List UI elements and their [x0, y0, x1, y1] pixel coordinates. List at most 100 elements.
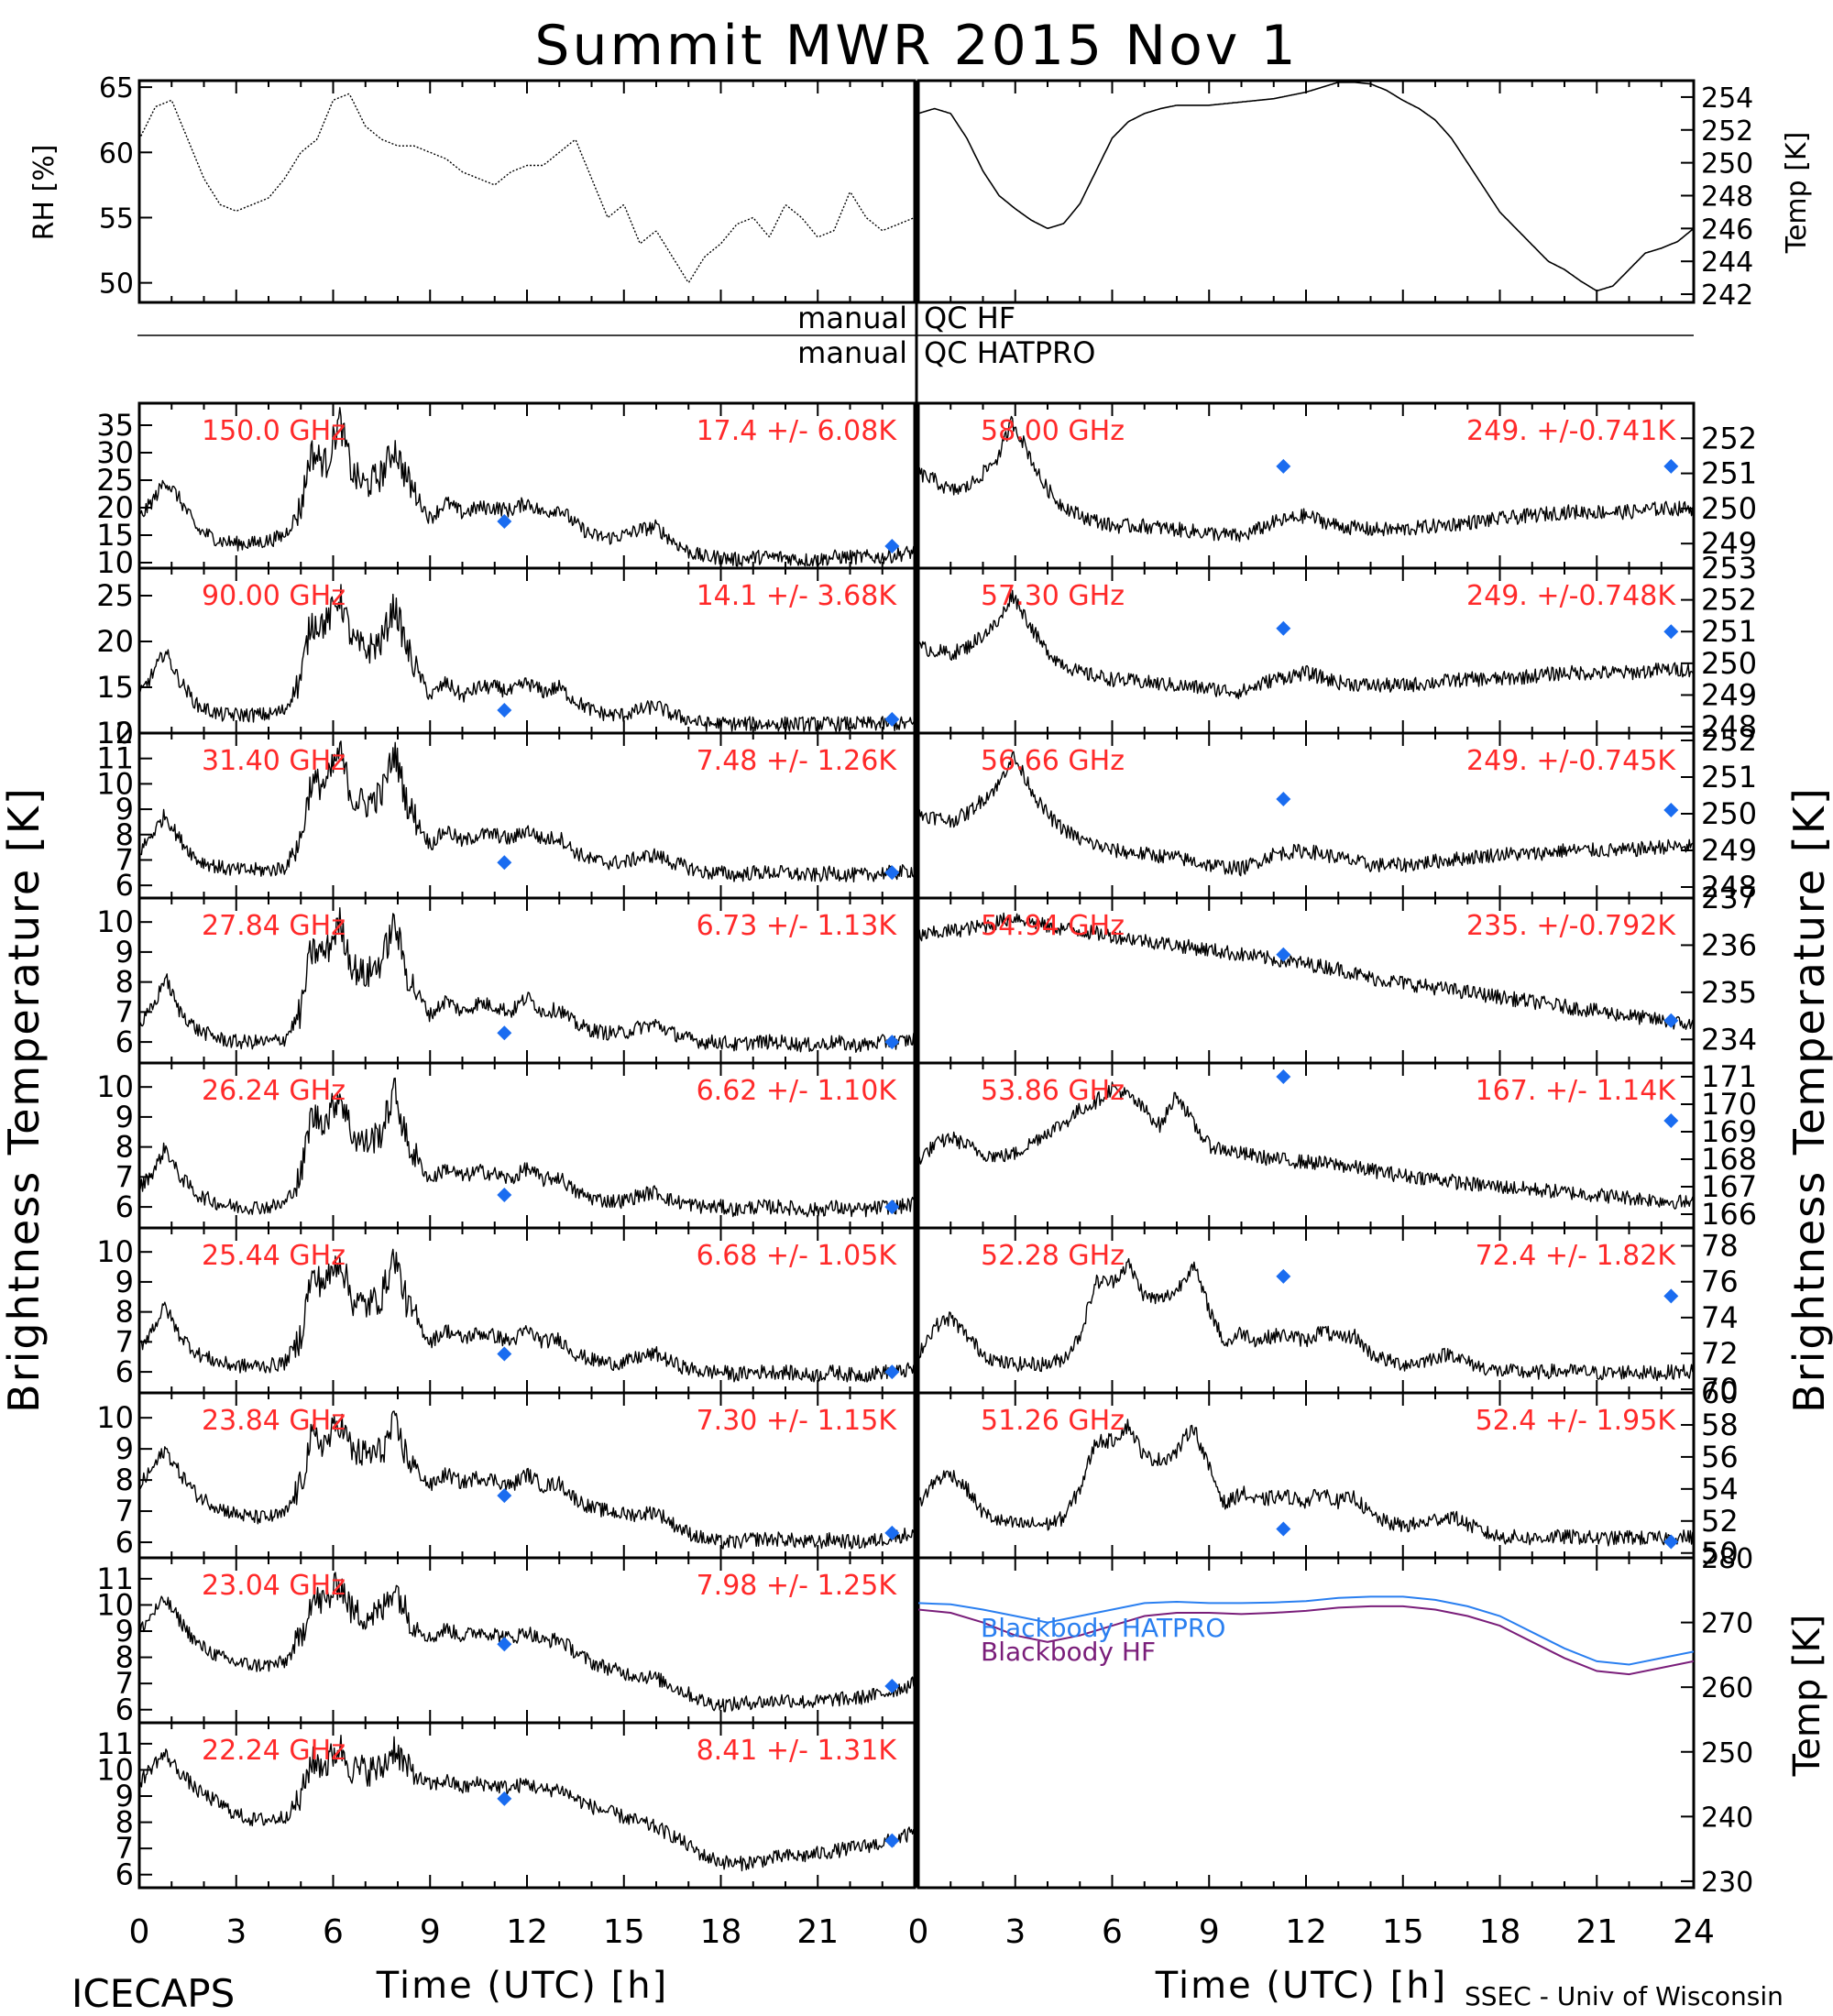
stats-label: 249. +/-0.741K	[1466, 415, 1676, 447]
y-tick-label: 252	[1701, 583, 1757, 618]
y-tick-label: 6	[115, 1857, 134, 1892]
trace-line	[139, 93, 915, 283]
y-tick-label: 250	[1701, 796, 1757, 831]
y-tick-label: 7	[115, 1159, 134, 1194]
stats-label: 72.4 +/- 1.82K	[1476, 1240, 1677, 1272]
y-tick-label: 10	[96, 904, 134, 939]
trace-line	[139, 1248, 915, 1383]
y-tick-label: 169	[1701, 1114, 1757, 1149]
y-tick-label: 72	[1701, 1336, 1739, 1371]
y-tick-label: 250	[1701, 1737, 1753, 1769]
y-tick-label: 11	[96, 1561, 134, 1596]
qc-hatpro-right: QC HATPRO	[924, 335, 1095, 370]
y-tick-label: 260	[1701, 1672, 1753, 1704]
y-tick-label: 9	[115, 1265, 134, 1299]
temp-axis-label: Temp [K]	[1781, 132, 1813, 255]
bb-temp-axis-label: Temp [K]	[1786, 1615, 1828, 1778]
sounding-marker	[884, 1679, 900, 1693]
trace-line	[918, 415, 1694, 542]
y-tick-label: 10	[96, 766, 134, 801]
xlabel-left: Time (UTC) [h]	[376, 1965, 668, 2007]
y-tick-label: 9	[115, 792, 134, 827]
x-tick-label: 21	[796, 1913, 839, 1951]
footer-right: SSEC - Univ of Wisconsin	[1465, 1981, 1784, 2011]
sounding-marker	[1663, 624, 1679, 640]
right-axis-label: Brightness Temperature [K]	[1784, 786, 1833, 1413]
x-tick-label: 9	[420, 1913, 441, 1951]
trace-line	[139, 1410, 915, 1550]
y-tick-label: 242	[1701, 279, 1753, 312]
y-tick-label: 234	[1701, 1022, 1757, 1057]
sounding-marker	[497, 1637, 512, 1652]
sounding-marker	[1663, 458, 1679, 474]
y-tick-label: 280	[1701, 1543, 1753, 1575]
frequency-label: 57.30 GHz	[981, 580, 1125, 612]
y-tick-label: 58	[1701, 1408, 1739, 1442]
y-tick-label: 8	[115, 965, 134, 1000]
frequency-label: 150.0 GHz	[202, 415, 346, 447]
sounding-marker	[497, 1791, 512, 1806]
x-tick-label: 0	[908, 1913, 929, 1951]
sounding-marker	[497, 514, 512, 529]
y-tick-label: 7	[115, 1831, 134, 1866]
panel-ch90: 10 15 20 25 90.00 GHz 14.1 +/- 3.68K	[96, 566, 916, 751]
frequency-label: 52.28 GHz	[981, 1240, 1125, 1272]
stats-label: 17.4 +/- 6.08K	[697, 415, 898, 447]
sounding-marker	[497, 1025, 512, 1041]
y-tick-label: 235	[1701, 975, 1757, 1010]
y-tick-label: 50	[1701, 1536, 1739, 1571]
sounding-marker	[1276, 1268, 1291, 1284]
legend-hf: Blackbody HF	[981, 1637, 1156, 1667]
x-tick-label: 18	[700, 1913, 742, 1951]
y-tick-label: 15	[96, 518, 134, 553]
x-tick-label: 6	[323, 1913, 344, 1951]
sounding-marker	[884, 712, 900, 727]
y-tick-label: 237	[1701, 881, 1757, 915]
stats-label: 6.62 +/- 1.10K	[697, 1075, 898, 1107]
y-tick-label: 12	[96, 716, 134, 751]
y-tick-label: 50	[99, 268, 134, 301]
y-tick-label: 7	[115, 1494, 134, 1528]
xlabel-right: Time (UTC) [h]	[1155, 1965, 1447, 2007]
y-tick-label: 76	[1701, 1265, 1739, 1299]
panel-frame	[137, 79, 916, 304]
y-tick-label: 250	[1701, 491, 1757, 526]
x-tick-label: 3	[225, 1913, 247, 1951]
y-tick-label: 248	[1701, 870, 1757, 904]
stats-label: 7.48 +/- 1.26K	[697, 745, 898, 777]
x-tick-label: 18	[1479, 1913, 1521, 1951]
y-tick-label: 8	[115, 1130, 134, 1165]
sounding-marker	[1663, 1288, 1679, 1304]
y-tick-label: 7	[115, 994, 134, 1029]
sounding-marker	[1276, 620, 1291, 636]
y-tick-label: 6	[115, 1189, 134, 1224]
stats-label: 7.98 +/- 1.25K	[697, 1570, 898, 1602]
y-tick-label: 9	[115, 1100, 134, 1134]
y-tick-label: 9	[115, 1779, 134, 1813]
panel-rh: 50 55 60 65	[99, 72, 916, 304]
y-tick-label: 55	[99, 203, 134, 235]
y-tick-label: 253	[1701, 551, 1757, 586]
sounding-marker	[1663, 1013, 1679, 1028]
sounding-marker	[497, 1188, 512, 1202]
trace-line	[139, 740, 915, 882]
y-tick-label: 6	[115, 1024, 134, 1059]
y-tick-label: 25	[96, 463, 134, 498]
x-tick-label: 15	[603, 1913, 645, 1951]
y-tick-label: 248	[1701, 181, 1753, 213]
stats-label: 8.41 +/- 1.31K	[697, 1735, 898, 1767]
stats-label: 6.73 +/- 1.13K	[697, 910, 898, 942]
y-tick-label: 166	[1701, 1197, 1757, 1232]
sounding-marker	[884, 1525, 900, 1540]
sounding-marker	[884, 1035, 900, 1050]
trace-line	[918, 589, 1694, 700]
